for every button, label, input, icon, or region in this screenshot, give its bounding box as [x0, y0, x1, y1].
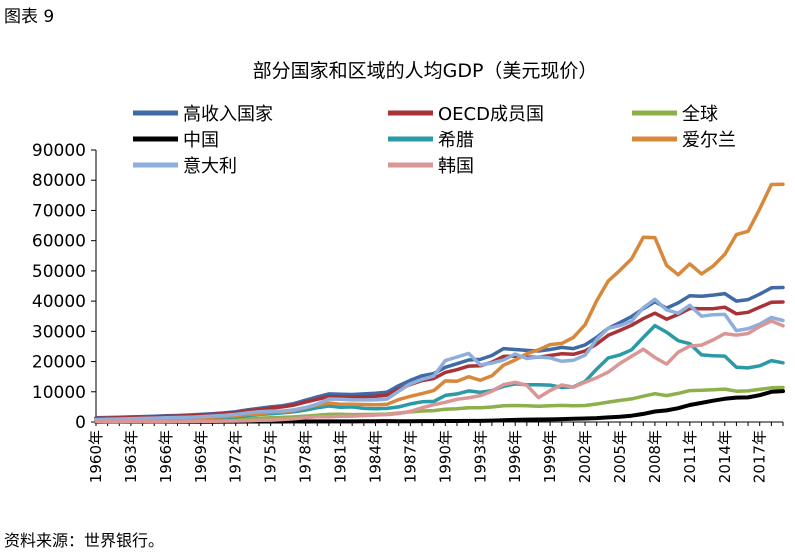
- plot-lines: [94, 182, 785, 424]
- x-tick-label: 1981年: [332, 430, 350, 483]
- x-tick-label: 1990年: [436, 430, 454, 483]
- y-tick-label: 0: [75, 413, 86, 433]
- x-tick-label: 1960年: [87, 430, 105, 483]
- y-tick-label: 50000: [32, 262, 86, 282]
- y-tick-label: 90000: [32, 141, 86, 161]
- legend-label: 爱尔兰: [682, 130, 736, 151]
- legend-label: OECD成员国: [438, 104, 544, 125]
- y-tick-label: 70000: [32, 201, 86, 221]
- x-tick-label: 1999年: [541, 430, 559, 483]
- x-tick-label: 1969年: [192, 430, 210, 483]
- legend-label: 意大利: [183, 156, 237, 177]
- figure-label: 图表 9: [4, 7, 55, 27]
- legend-label: 韩国: [438, 156, 474, 177]
- y-tick-label: 80000: [32, 171, 86, 191]
- y-tick-label: 60000: [32, 232, 86, 252]
- y-tick-label: 30000: [32, 322, 86, 342]
- source-note: 资料来源：世界银行。: [4, 531, 165, 550]
- x-tick-label: 2002年: [576, 430, 594, 483]
- x-axis: 1960年 1963年 1966年 1969年 1972年 1975年 1978年 1981年…: [87, 421, 784, 483]
- x-tick-label: 1966年: [157, 430, 175, 483]
- x-tick-label: 1993年: [471, 430, 489, 483]
- y-tick-label: 40000: [32, 292, 86, 312]
- x-tick-label: 2017年: [751, 430, 769, 483]
- y-tick-label: 10000: [32, 383, 86, 403]
- x-tick-label: 1996年: [506, 430, 524, 483]
- legend-label: 高收入国家: [183, 104, 273, 125]
- legend-label: 希腊: [438, 130, 474, 151]
- x-tick-label: 2008年: [646, 430, 664, 483]
- legend-label: 全球: [682, 104, 718, 125]
- y-axis: 0 10000 20000 30000 40000 50000 60000 70000 8000…: [32, 141, 97, 433]
- x-tick-label: 1978年: [297, 430, 315, 483]
- x-tick-label: 2014年: [716, 430, 734, 483]
- chart-title: 部分国家和区域的人均GDP（美元现价）: [253, 60, 598, 82]
- x-tick-label: 1972年: [227, 430, 245, 483]
- series-line-韩国: [94, 319, 785, 424]
- x-tick-label: 1975年: [262, 430, 280, 483]
- x-tick-label: 1984年: [366, 430, 384, 483]
- x-tick-label: 1963年: [122, 430, 140, 483]
- legend-label: 中国: [183, 130, 219, 151]
- y-tick-label: 20000: [32, 353, 86, 373]
- series-line-OECD成员国: [94, 300, 785, 421]
- series-line-意大利: [94, 297, 785, 422]
- x-tick-label: 2011年: [681, 430, 699, 483]
- x-tick-label: 2005年: [611, 430, 629, 483]
- x-tick-label: 1987年: [401, 430, 419, 483]
